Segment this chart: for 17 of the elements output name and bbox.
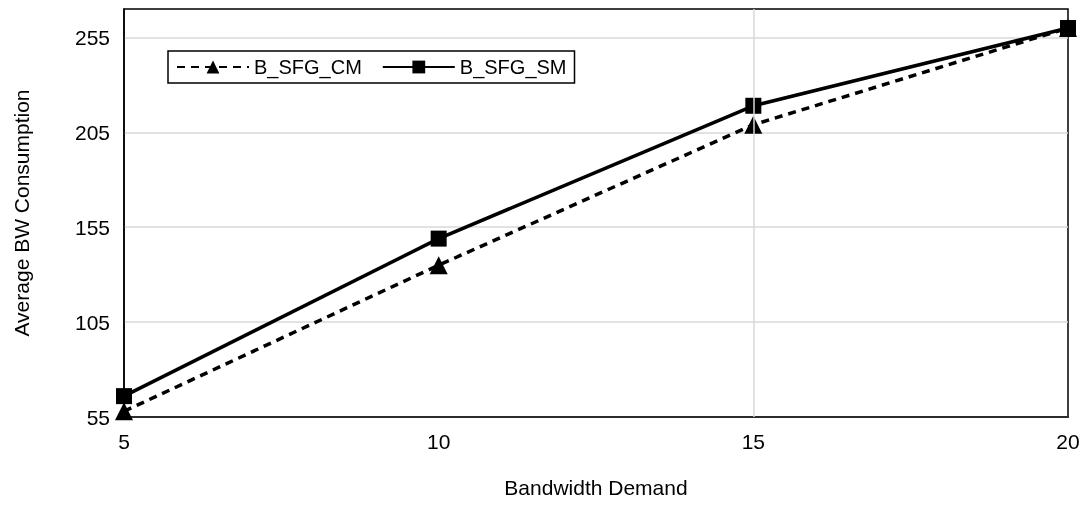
x-tick-label: 10: [426, 430, 451, 453]
x-tick-label: 15: [741, 430, 766, 453]
point: [116, 388, 132, 405]
legend-label: B_SFG_CM: [254, 56, 362, 79]
y-tick-label: 105: [74, 310, 110, 334]
legend-label: B_SFG_SM: [459, 56, 567, 79]
x-tick-label: 5: [118, 430, 130, 453]
x-axis-title: Bandwidth Demand: [504, 476, 688, 499]
point: [115, 402, 133, 421]
y-tick-label: 155: [74, 215, 110, 239]
y-tick-label: 255: [74, 25, 110, 49]
point: [429, 256, 448, 275]
y-axis-title: Average BW Consumption: [10, 89, 33, 337]
y-tick-label: 55: [86, 405, 110, 429]
point: [430, 230, 447, 247]
y-tick-label: 205: [74, 120, 110, 144]
x-tick-label: 20: [1056, 430, 1080, 453]
